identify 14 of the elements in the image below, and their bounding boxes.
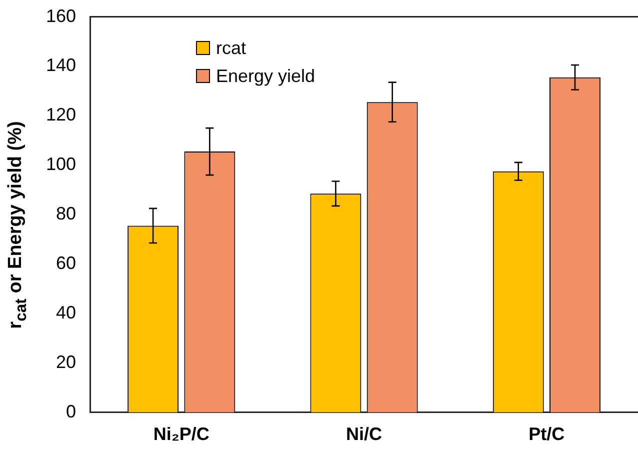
y-tick-label: 160 (46, 6, 76, 26)
y-tick-label: 20 (56, 352, 76, 372)
legend-label: Energy yield (216, 66, 316, 86)
y-tick-label: 140 (46, 55, 76, 76)
x-tick-label: Pt/C (528, 424, 565, 444)
y-tick-label: 120 (46, 104, 76, 125)
x-tick-label: Ni₂P/C (153, 424, 210, 444)
y-tick-label: 60 (56, 253, 76, 274)
y-tick-label: 100 (46, 154, 76, 174)
y-tick-label: 40 (56, 302, 76, 322)
y-tick-label: 80 (56, 204, 76, 224)
x-tick-label: Ni/C (346, 424, 382, 444)
y-tick-label: 0 (66, 401, 76, 422)
legend-label: rcat (216, 38, 246, 58)
